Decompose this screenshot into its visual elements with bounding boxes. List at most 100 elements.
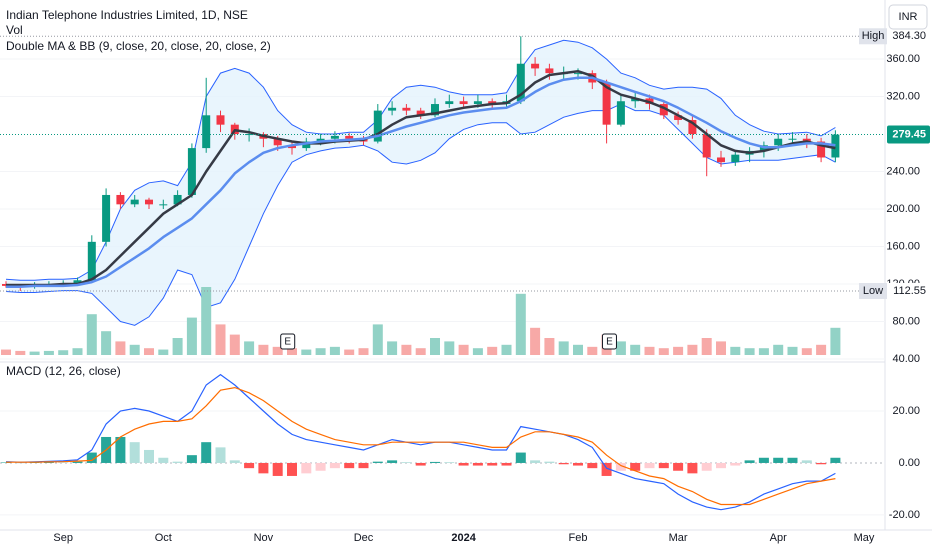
histogram-bar (630, 462, 641, 471)
volume-bar (830, 327, 841, 355)
candle-body (102, 194, 111, 242)
histogram-bar (215, 447, 226, 463)
candle-body (731, 154, 740, 163)
candle-body (402, 107, 411, 111)
volume-bar (344, 349, 355, 355)
histogram-bar (587, 462, 598, 469)
volume-bar (787, 346, 798, 355)
volume-bar (501, 344, 512, 355)
volume-bar (430, 338, 440, 355)
time-axis-label: Feb (569, 532, 588, 544)
volume-bar (201, 287, 212, 355)
candle-body (130, 199, 139, 205)
histogram-bar (501, 462, 512, 466)
candle-body (73, 280, 82, 284)
histogram-bar (15, 462, 26, 464)
candle-body (688, 119, 697, 135)
last-price-label: 279.45 (892, 128, 926, 140)
volume-bar (744, 348, 755, 355)
histogram-bar (530, 460, 541, 463)
time-axis-label: Nov (254, 532, 274, 544)
histogram-bar (358, 462, 369, 469)
candle-body (302, 141, 311, 149)
candle-body (145, 199, 153, 205)
volume-bar (215, 324, 226, 355)
volume-bar (172, 338, 183, 355)
volume-bar (258, 344, 269, 355)
histogram-bar (716, 462, 726, 469)
band-fill (6, 40, 836, 326)
candle-body (831, 134, 840, 158)
histogram-bar (601, 462, 612, 476)
histogram-bar (258, 462, 269, 474)
volume-bar (158, 349, 169, 355)
price-tick-label: 360.00 (886, 53, 920, 65)
time-axis-label: May (854, 532, 875, 544)
candle-body (373, 110, 382, 142)
time-axis-label: 2024 (451, 532, 476, 544)
time-axis-label: Dec (354, 532, 374, 544)
histogram-bar (401, 462, 412, 463)
histogram-bar (487, 462, 498, 466)
volume-bar (301, 349, 312, 355)
candle-body (431, 104, 439, 116)
earnings-badge (601, 333, 617, 350)
candle-body (202, 115, 211, 149)
candle-body (416, 110, 425, 116)
symbol-title: Indian Telephone Industries Limited, 1D,… (6, 8, 248, 22)
volume-bar (530, 327, 541, 355)
candle-body (545, 68, 554, 74)
candle-body (659, 104, 668, 116)
histogram-bar (773, 457, 784, 463)
histogram-bar (129, 442, 140, 463)
signal-line (6, 386, 836, 506)
candle-body (473, 101, 482, 105)
volume-legend[interactable]: Vol (6, 23, 23, 37)
volume-bar (658, 348, 669, 355)
histogram-bar (244, 462, 255, 469)
volume-bar (58, 350, 69, 355)
candle-body (87, 241, 96, 281)
histogram-bar (658, 462, 669, 469)
histogram-bar (730, 462, 741, 466)
candle-body (717, 157, 725, 163)
volume-bar (673, 346, 684, 355)
histogram-bar (287, 462, 297, 476)
macd-legend[interactable]: MACD (12, 26, close) (6, 364, 121, 378)
volume-bar (186, 317, 197, 355)
histogram-bar (544, 461, 555, 463)
histogram-bar (387, 460, 398, 463)
volume-bar (487, 346, 498, 355)
histogram-bar (86, 452, 97, 463)
candle-body (216, 115, 225, 125)
histogram-bar (144, 449, 154, 463)
histogram-bar (830, 457, 841, 463)
high-tag (859, 28, 887, 45)
volume-bar (730, 346, 741, 355)
volume-bar (229, 334, 240, 355)
histogram-bar (673, 462, 684, 471)
histogram-bar (687, 462, 698, 474)
currency-button[interactable] (888, 4, 928, 30)
volume-bar (472, 348, 483, 355)
histogram-bar (573, 462, 583, 466)
indicator-legend[interactable]: Double MA & BB (9, close, 20, close, 20,… (6, 39, 271, 53)
low-value-bg (887, 282, 931, 299)
band-lower (5, 103, 836, 326)
histogram-bar (615, 462, 626, 471)
volume-bar (387, 341, 398, 355)
histogram-bar (315, 462, 326, 471)
volume-bar (315, 348, 326, 355)
macd-tick-label: 0.00 (899, 457, 920, 469)
last-price-tag (887, 125, 930, 144)
volume-bar (687, 344, 698, 355)
volume-bar (716, 341, 726, 355)
band-upper (5, 39, 836, 281)
volume-bar (415, 348, 426, 355)
currency-label[interactable]: INR (899, 11, 918, 23)
price-tick-label: 40.00 (892, 353, 920, 365)
candle-body (817, 141, 826, 158)
histogram-bar (158, 457, 169, 463)
volume-bar (615, 341, 626, 355)
candle-body (674, 115, 683, 120)
